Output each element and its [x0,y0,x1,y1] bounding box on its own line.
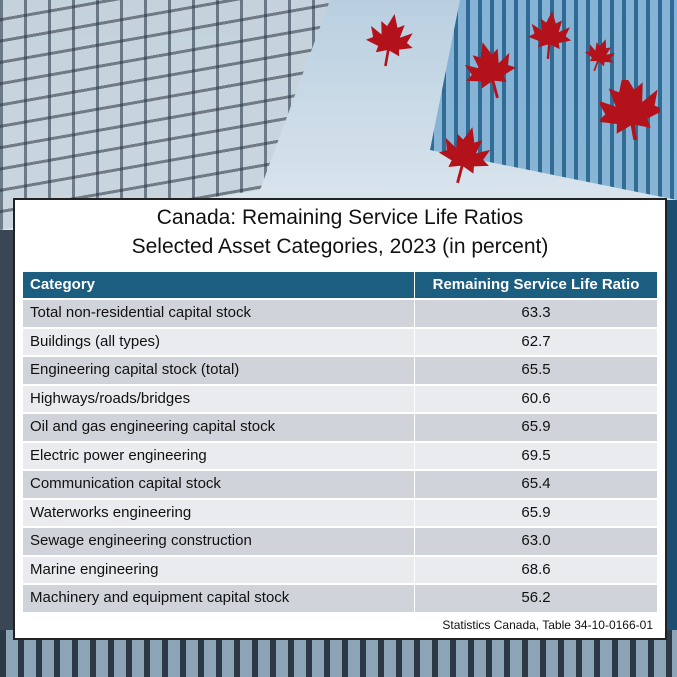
cell-ratio: 65.9 [521,503,551,521]
data-table: Category Remaining Service Life Ratio To… [23,272,657,614]
table-row: Total non-residential capital stock 63.3 [23,300,657,329]
cell-category: Communication capital stock [23,471,415,498]
cell-category: Engineering capital stock (total) [23,357,415,384]
cell-category: Electric power engineering [23,442,415,469]
cell-category: Sewage engineering construction [23,528,415,555]
cell-category: Machinery and equipment capital stock [23,585,415,612]
header-category: Category [23,272,415,298]
cell-ratio: 65.9 [521,418,551,435]
table-row: Highways/roads/bridges 60.6 [23,385,657,414]
cell-category: Total non-residential capital stock [23,300,415,327]
maple-leaf-icon [528,11,572,60]
cell-category: Marine engineering [23,556,415,583]
cell-ratio: 65.5 [521,361,551,378]
table-card: Canada: Remaining Service Life Ratios Se… [13,198,667,640]
header-ratio: Remaining Service Life Ratio [432,276,640,293]
maple-leaf-icon [464,42,517,99]
cell-category: Buildings (all types) [23,328,415,355]
table-row: Oil and gas engineering capital stock 65.… [23,414,657,443]
cell-ratio: 60.6 [521,389,551,407]
table-header: Category Remaining Service Life Ratio [23,272,657,300]
cell-ratio: 56.2 [521,589,551,606]
table-row: Electric power engineering 69.5 [23,442,657,471]
table-row: Marine engineering 68.6 [23,556,657,585]
table-row: Waterworks engineering 65.9 [23,499,657,528]
source-note: Statistics Canada, Table 34-10-0166-01 [442,618,653,632]
maple-leaf-icon [365,14,413,67]
table-row: Machinery and equipment capital stock 56.… [23,585,657,614]
cell-category: Oil and gas engineering capital stock [23,414,415,441]
table-row: Communication capital stock 65.4 [23,471,657,500]
table-row: Engineering capital stock (total) 65.5 [23,357,657,386]
maple-leaf-icon [584,39,615,72]
cell-ratio: 63.0 [521,532,551,549]
table-row: Buildings (all types) 62.7 [23,328,657,357]
cell-ratio: 69.5 [521,446,551,464]
table-subtitle: Selected Asset Categories, 2023 (in perc… [131,235,549,258]
cell-ratio: 68.6 [521,560,551,578]
cell-category: Highways/roads/bridges [23,385,415,412]
cell-ratio: 63.3 [521,304,551,321]
cell-ratio: 65.4 [521,475,551,492]
cell-category: Waterworks engineering [23,499,415,526]
skyscraper-left-shading [0,0,330,230]
maple-leaf-icon [600,80,660,140]
table-title: Canada: Remaining Service Life Ratios [156,206,524,229]
maple-leaf-icon [438,127,491,184]
cell-ratio: 62.7 [521,332,551,350]
table-row: Sewage engineering construction 63.0 [23,528,657,557]
